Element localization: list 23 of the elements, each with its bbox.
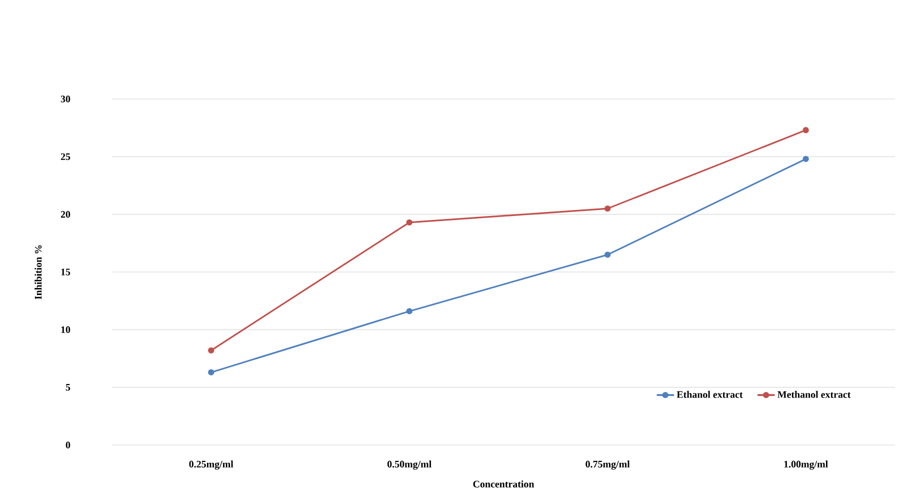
point [406, 219, 412, 226]
x-axis-title: Concentration [473, 480, 534, 488]
x-tick-label: 0.50mg/ml [387, 460, 432, 470]
point [604, 252, 611, 258]
point [406, 308, 412, 314]
point [802, 127, 809, 134]
x-tick-label: 0.75mg/ml [586, 460, 630, 470]
y-tick-label: 0 [66, 442, 70, 448]
y-tick-label: 5 [66, 384, 70, 391]
x-tick-label: 0.25mg/ml [189, 460, 234, 470]
point [208, 369, 214, 376]
y-tick-label: 20 [60, 210, 70, 218]
y-tick-label: 25 [60, 153, 70, 160]
point [208, 347, 214, 354]
y-axis-title: Inhibition % [34, 245, 42, 300]
legend-label: Ethanol extract [676, 390, 743, 398]
x-tick-label: 1.00mg/ml [784, 460, 828, 470]
y-tick-label: 10 [61, 326, 70, 334]
y-tick-label: 15 [61, 268, 70, 276]
point [802, 156, 809, 162]
y-tick-label: 30 [60, 96, 70, 102]
point [604, 205, 611, 212]
legend-label: Methanol extract [778, 390, 851, 398]
